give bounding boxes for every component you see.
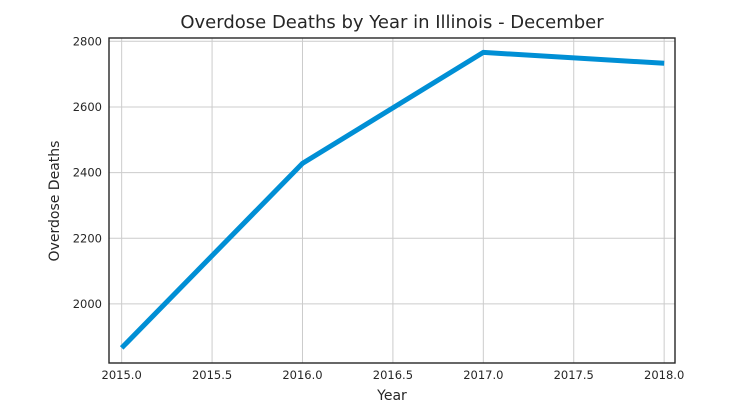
x-tick-label: 2017.5 bbox=[554, 368, 594, 382]
x-tick-label: 2015.5 bbox=[192, 368, 232, 382]
y-tick-label: 2600 bbox=[73, 100, 102, 114]
x-tick-label: 2016.5 bbox=[373, 368, 413, 382]
plot-frame bbox=[108, 37, 676, 364]
y-tick-labels: 2000 2200 2400 2600 2800 bbox=[73, 34, 102, 311]
y-axis-label: Overdose Deaths bbox=[47, 141, 63, 262]
x-tick-label: 2018.0 bbox=[644, 368, 684, 382]
x-tick-labels: 2015.0 2015.5 2016.0 2016.5 2017.0 2017.5 2018… bbox=[102, 368, 685, 382]
series-line bbox=[119, 49, 665, 350]
x-axis-label: Year bbox=[376, 388, 407, 404]
y-tick-label: 2000 bbox=[73, 297, 102, 311]
y-tick-label: 2400 bbox=[73, 166, 102, 180]
y-tick-label: 2800 bbox=[73, 34, 102, 48]
grid-lines bbox=[109, 38, 675, 363]
y-tick-label: 2200 bbox=[73, 231, 102, 245]
x-tick-label: 2017.0 bbox=[463, 368, 503, 382]
series-layer bbox=[119, 49, 665, 350]
chart-title: Overdose Deaths by Year in Illinois - De… bbox=[180, 12, 604, 33]
x-tick-label: 2016.0 bbox=[282, 368, 322, 382]
x-tick-label: 2015.0 bbox=[102, 368, 142, 382]
